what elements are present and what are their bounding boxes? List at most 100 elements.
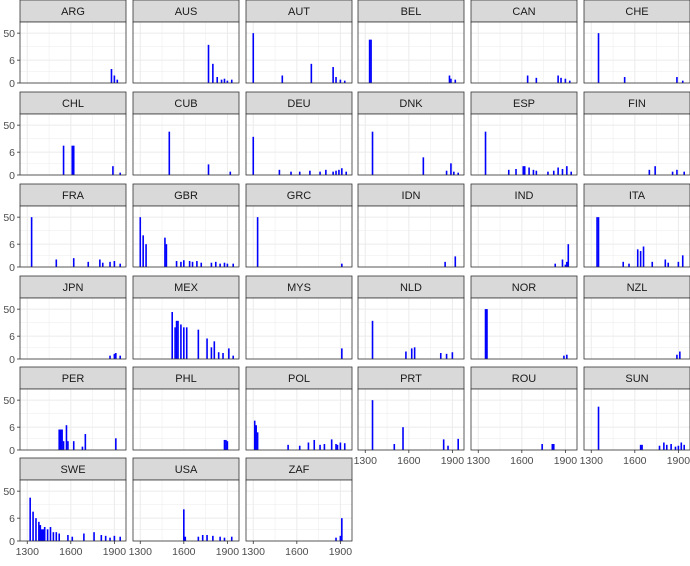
bar — [255, 425, 257, 450]
bars-aus — [207, 44, 233, 83]
bar — [454, 79, 457, 83]
panel-border — [19, 205, 127, 268]
bars-jpn — [109, 353, 121, 359]
bar — [664, 259, 667, 267]
bar — [230, 79, 233, 83]
bar — [219, 263, 221, 267]
bar — [115, 438, 117, 450]
bar — [113, 261, 116, 267]
bar — [115, 353, 117, 359]
bar — [175, 261, 178, 267]
y-tick-label: 0 — [9, 78, 15, 90]
x-axis: 1300 1600 1900 — [467, 450, 578, 467]
panel-border — [132, 297, 240, 360]
bar — [566, 261, 568, 267]
strip-label-bel: BEL — [401, 6, 422, 18]
bars-nor — [484, 309, 568, 359]
bar — [676, 354, 678, 359]
strip-label-cub: CUB — [174, 98, 197, 110]
strip-label-che: CHE — [625, 6, 648, 18]
panel-chl: CHL 0 6 50 — [3, 91, 127, 182]
bar — [213, 341, 216, 359]
x-tick-label: 1600 — [285, 546, 309, 558]
bar — [667, 262, 670, 267]
bars-mex — [171, 311, 234, 359]
x-tick-label: 1900 — [554, 455, 578, 467]
bar — [212, 63, 214, 83]
panel-border — [357, 21, 465, 84]
bar — [113, 75, 116, 83]
panel-background — [471, 22, 577, 83]
bar — [183, 509, 185, 541]
panel-border — [357, 388, 465, 451]
bar — [256, 432, 259, 450]
panel-che: CHE — [583, 0, 690, 84]
bar — [450, 78, 452, 83]
bar — [596, 217, 598, 267]
bar — [450, 163, 452, 175]
x-tick-label: 1600 — [397, 455, 421, 467]
panel-ind: IND — [470, 183, 578, 268]
x-tick-label: 1300 — [242, 546, 266, 558]
bars-deu — [252, 136, 347, 175]
x-tick-label: 1300 — [129, 546, 153, 558]
panel-sun: SUN 1300 1600 1900 — [580, 366, 690, 467]
bar — [557, 75, 559, 83]
bar — [298, 445, 301, 450]
panel-border — [357, 297, 465, 360]
panel-usa: USA 1300 1600 1900 — [129, 457, 240, 558]
bar — [568, 80, 571, 83]
bar — [307, 442, 310, 450]
panel-aus: AUS — [132, 0, 240, 84]
bars-usa — [183, 509, 233, 541]
gridlines — [584, 114, 690, 176]
panel-background — [246, 114, 352, 175]
bars-mys — [341, 348, 343, 359]
bar — [119, 172, 121, 175]
bar — [201, 535, 204, 541]
strip-label-nld: NLD — [400, 282, 422, 294]
panel-background — [584, 114, 690, 175]
panel-background — [133, 22, 239, 83]
bar — [55, 532, 58, 541]
bar — [32, 511, 34, 541]
panel-border — [132, 21, 240, 84]
panel-background — [358, 114, 464, 175]
panel-background — [246, 389, 352, 450]
bar — [104, 535, 107, 541]
bar — [561, 169, 564, 175]
y-tick-label: 6 — [9, 239, 15, 251]
panel-border — [19, 113, 127, 176]
bar — [139, 217, 142, 267]
bar — [72, 145, 75, 175]
x-axis: 1300 1600 1900 — [354, 450, 465, 467]
bar — [252, 33, 255, 83]
bar — [341, 263, 343, 267]
bar — [567, 244, 570, 267]
panel-border — [19, 388, 127, 451]
bar — [445, 170, 448, 175]
bar — [341, 168, 343, 175]
bar — [677, 261, 680, 267]
x-tick-label: 1900 — [441, 455, 465, 467]
y-tick-label: 6 — [9, 147, 15, 159]
panel-background — [20, 22, 126, 83]
bars-dnk — [371, 131, 459, 175]
x-tick-label: 1300 — [16, 546, 40, 558]
strip-label-grc: GRC — [287, 190, 312, 202]
panel-border — [357, 205, 465, 268]
bar — [639, 251, 642, 267]
bars-can — [526, 75, 571, 83]
bar — [628, 263, 630, 267]
panel-rou: ROU 1300 1600 1900 — [467, 366, 578, 467]
bar — [71, 145, 74, 175]
bar — [84, 434, 87, 450]
bars-ind — [554, 244, 570, 267]
panel-background — [133, 389, 239, 450]
bar — [343, 443, 346, 450]
bar — [648, 169, 651, 175]
x-tick-label: 1300 — [580, 455, 604, 467]
bar — [222, 353, 224, 359]
panel-grc: GRC — [245, 183, 353, 268]
